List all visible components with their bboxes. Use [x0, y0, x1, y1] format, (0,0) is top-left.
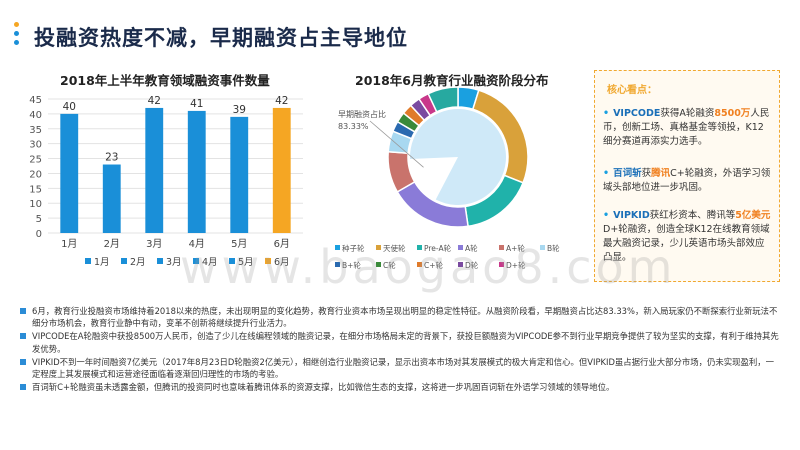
x-tick-label: 3月 [146, 238, 162, 250]
y-tick-label: 40 [29, 110, 42, 121]
inner-share-slice [410, 109, 506, 205]
bar-value-label: 42 [148, 95, 161, 107]
note-item: VIPKID不到一年时间融资7亿美元（2017年8月23日D轮融资2亿美元），相… [20, 356, 780, 380]
note-item: VIPCODE在A轮融资中获投8500万人民币，创造了少儿在线编程领域的融资记录… [20, 330, 780, 354]
y-tick-label: 25 [29, 155, 42, 166]
y-tick-label: 15 [29, 184, 42, 195]
legend-swatch [85, 258, 91, 264]
title-dot-icon [14, 22, 19, 27]
note-item: 百词斩C+轮融资虽未透露金额，但腾讯的投资同时也意味着腾讯体系的资源支撑，比如微… [20, 381, 780, 393]
bullet-icon: • [603, 108, 609, 119]
y-tick-label: 35 [29, 125, 42, 136]
bar-value-label: 40 [63, 101, 76, 113]
bar-value-label: 39 [233, 104, 246, 116]
bullet-icon: • [603, 168, 609, 179]
x-tick-label: 1月 [61, 238, 77, 250]
notes-list: 6月，教育行业投融资市场维持着2018以来的热度，未出现明显的变化趋势，教育行业… [20, 305, 780, 394]
y-tick-label: 30 [29, 140, 42, 151]
legend-label: 1月 [94, 257, 110, 268]
bar-value-label: 41 [190, 98, 203, 110]
inner-value: 83.33% [338, 122, 369, 131]
bar [230, 117, 248, 233]
legend-swatch [121, 258, 127, 264]
y-tick-label: 0 [36, 229, 42, 240]
bar [103, 165, 121, 233]
legend-swatch [157, 258, 163, 264]
x-tick-label: 2月 [104, 238, 120, 250]
note-item: 6月，教育行业投融资市场维持着2018以来的热度，未出现明显的变化趋势，教育行业… [20, 305, 780, 329]
inner-label: 早期融资占比 [338, 109, 386, 119]
legend-label: 2月 [130, 257, 146, 268]
y-tick-label: 5 [36, 214, 42, 225]
y-tick-label: 20 [29, 169, 42, 180]
title-dots [14, 22, 20, 49]
title-dot-icon [14, 40, 19, 45]
bar [60, 114, 78, 233]
bar-value-label: 42 [275, 95, 288, 107]
key-point-item: • VIPCODE获得A轮融资8500万人民币，创新工场、真格基金等领投，K12细… [603, 107, 771, 149]
title-dot-icon [14, 31, 19, 36]
key-points-heading: 核心看点： [607, 81, 657, 96]
y-tick-label: 45 [29, 95, 42, 106]
bar [145, 108, 163, 233]
bar [188, 111, 206, 233]
key-point-item: • 百词斩获腾讯C+轮融资，外语学习领域头部地位进一步巩固。 [603, 167, 771, 195]
page-title: 投融资热度不减，早期融资占主导地位 [34, 22, 408, 52]
bullet-icon: • [603, 210, 609, 221]
bar [273, 108, 291, 233]
y-tick-label: 10 [29, 199, 42, 210]
watermark: www.baogao8.com [180, 240, 676, 294]
bar-value-label: 23 [105, 152, 118, 164]
